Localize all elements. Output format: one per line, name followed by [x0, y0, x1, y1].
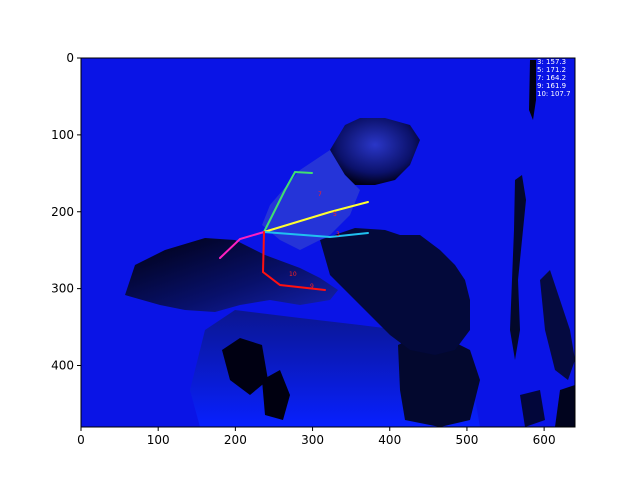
y-tick-label: 300: [51, 282, 74, 296]
hand-region: [330, 118, 420, 185]
bone-cyan: [263, 231, 369, 239]
overlay-value: 9: 161.9: [537, 82, 566, 90]
bone-red: [261, 231, 326, 291]
overlay-value: 7: 164.2: [537, 74, 566, 82]
joint-label: 5: [333, 211, 337, 218]
y-axis: 0 100 200 300 400: [51, 51, 81, 373]
bone-green: [263, 170, 313, 233]
bone-yellow: [263, 201, 369, 233]
x-tick-label: 400: [378, 433, 401, 447]
y-tick-label: 200: [51, 205, 74, 219]
axes-frame: [80, 57, 576, 428]
overlay-value: 3: 157.3: [537, 58, 566, 66]
x-tick-label: 100: [147, 433, 170, 447]
x-tick-label: 600: [533, 433, 556, 447]
x-tick-label: 0: [77, 433, 85, 447]
joint-label: 7: [318, 191, 322, 198]
x-tick-label: 500: [455, 433, 478, 447]
bone-magenta: [219, 231, 265, 259]
y-tick-label: 100: [51, 128, 74, 142]
y-tick-label: 0: [66, 51, 74, 65]
overlay-value: 10: 107.7: [537, 90, 571, 98]
x-tick-label: 300: [301, 433, 324, 447]
x-tick-label: 200: [224, 433, 247, 447]
edge-artifacts: [510, 175, 526, 360]
y-tick-label: 400: [51, 359, 74, 373]
joint-label: 9: [310, 283, 314, 290]
arm-silhouette: [125, 238, 338, 312]
value-overlay: 3: 157.3 5: 171.2 7: 164.2 9: 161.9 10: …: [537, 58, 571, 98]
x-axis: 0 100 200 300 400 500 600: [77, 427, 556, 447]
hand-skeleton: [219, 170, 369, 291]
depth-image: 7 5 3 10 9 3: 157.3 5: 171.2 7: 164.2 9:…: [81, 58, 575, 427]
joint-label: 10: [289, 271, 297, 278]
overlay-value: 5: 171.2: [537, 66, 566, 74]
joint-label: 3: [336, 231, 340, 238]
